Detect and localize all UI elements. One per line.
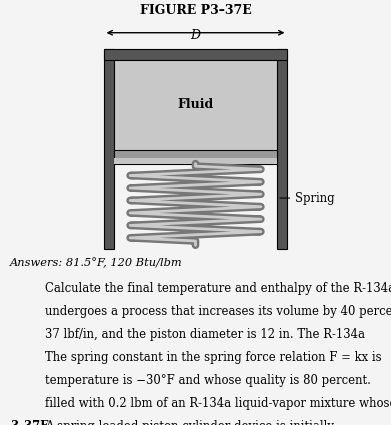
Text: D: D <box>190 29 201 42</box>
Text: The spring constant in the spring force relation F = kx is: The spring constant in the spring force … <box>45 351 382 364</box>
Bar <box>104 49 114 249</box>
Text: FIGURE P3–37E: FIGURE P3–37E <box>140 4 251 17</box>
Text: undergoes a process that increases its volume by 40 percent.: undergoes a process that increases its v… <box>45 305 391 318</box>
Text: Fluid: Fluid <box>178 98 213 111</box>
Bar <box>277 49 287 249</box>
Bar <box>114 158 277 164</box>
Text: 37 lbf/in, and the piston diameter is 12 in. The R-134a: 37 lbf/in, and the piston diameter is 12… <box>45 328 365 341</box>
Text: Spring: Spring <box>280 192 335 204</box>
Text: A spring-loaded piston-cylinder device is initially: A spring-loaded piston-cylinder device i… <box>45 420 334 425</box>
Text: Calculate the final temperature and enthalpy of the R-134a.: Calculate the final temperature and enth… <box>45 282 391 295</box>
Bar <box>104 49 287 60</box>
Text: temperature is −30°F and whose quality is 80 percent.: temperature is −30°F and whose quality i… <box>45 374 371 387</box>
Bar <box>114 150 277 164</box>
Text: 3–37E: 3–37E <box>10 420 49 425</box>
Text: Answers: 81.5°F, 120 Btu/lbm: Answers: 81.5°F, 120 Btu/lbm <box>10 258 182 268</box>
Bar <box>114 60 277 150</box>
Text: filled with 0.2 lbm of an R-134a liquid-vapor mixture whose: filled with 0.2 lbm of an R-134a liquid-… <box>45 397 391 410</box>
